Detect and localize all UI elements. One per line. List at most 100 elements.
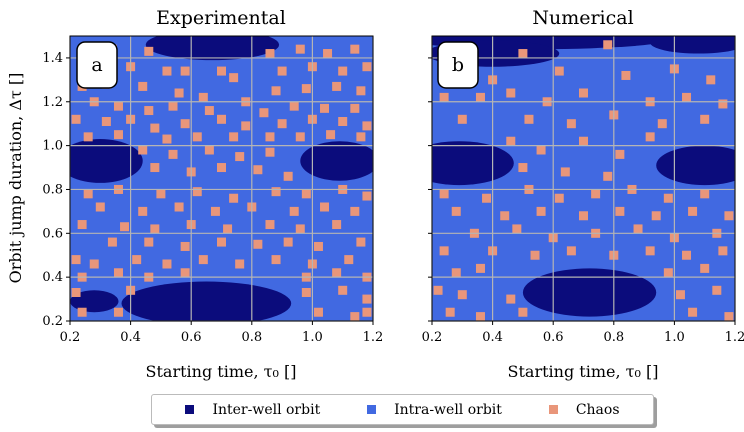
y-tick-label: 1.4 xyxy=(42,51,63,66)
chaos-cell xyxy=(603,171,613,181)
chaos-cell xyxy=(323,49,333,59)
chaos-cell xyxy=(621,70,631,80)
chaos-cell xyxy=(289,101,299,111)
chaos-cell xyxy=(512,224,522,234)
chaos-cell xyxy=(277,66,287,76)
chaos-cell xyxy=(615,149,625,159)
chaos-cell xyxy=(265,220,275,230)
chaos-cell xyxy=(518,49,528,59)
chaos-cell xyxy=(356,132,366,142)
panel-badge-b: b xyxy=(437,41,479,89)
chaos-cell xyxy=(457,114,467,124)
y-tick-label: 0.4 xyxy=(42,270,63,285)
chaos-cell xyxy=(350,44,360,54)
chaos-cell xyxy=(700,189,710,199)
chaos-cell xyxy=(362,62,372,72)
x-tick-label: 0.2 xyxy=(60,330,81,345)
chaos-cell xyxy=(356,86,366,96)
legend-item-inter-well: Inter-well orbit xyxy=(185,402,320,418)
chaos-cell xyxy=(198,92,208,102)
x-tick-label: 0.4 xyxy=(120,330,141,345)
inter-well-region xyxy=(650,36,735,54)
chaos-cell xyxy=(83,189,93,199)
chaos-cell xyxy=(283,171,293,181)
chaos-cell xyxy=(71,114,81,124)
chaos-cell xyxy=(554,193,564,203)
legend-label-inter-well: Inter-well orbit xyxy=(212,401,321,418)
chaos-cell xyxy=(138,206,148,216)
x-axis-label-numerical: Starting time, τ₀ [] xyxy=(508,362,659,381)
chaos-cell xyxy=(210,206,220,216)
legend-item-intra-well: Intra-well orbit xyxy=(367,402,502,418)
chaos-cell xyxy=(83,132,93,142)
chaos-cell xyxy=(277,119,287,129)
chaos-cell xyxy=(295,44,305,54)
chaos-cell xyxy=(475,92,485,102)
chaos-cell xyxy=(506,294,516,304)
chaos-cell xyxy=(301,288,311,297)
chaos-cell xyxy=(688,307,698,317)
chaos-cell xyxy=(332,220,342,230)
chaos-cell xyxy=(706,75,716,85)
chaos-cell xyxy=(138,81,148,91)
chaos-cell xyxy=(180,241,190,251)
chaos-cell xyxy=(688,206,698,216)
chaos-cell xyxy=(591,189,601,199)
chaos-cell xyxy=(566,119,576,129)
chaos-cell xyxy=(295,132,305,142)
chaos-cell xyxy=(301,189,311,199)
legend-swatch-inter-well xyxy=(185,405,195,414)
chaos-cell xyxy=(506,136,516,146)
chaos-cell xyxy=(71,288,81,297)
chaos-cell xyxy=(150,224,160,234)
chaos-cell xyxy=(138,145,148,155)
inter-well-region xyxy=(522,268,657,317)
chaos-cell xyxy=(338,285,348,295)
chaos-cell xyxy=(362,191,372,201)
chaos-cell xyxy=(271,255,281,265)
y-tick-label: 1.2 xyxy=(42,95,63,110)
x-tick-label: 1.2 xyxy=(725,330,744,345)
x-tick-label: 0.2 xyxy=(422,330,443,345)
chaos-cell xyxy=(439,92,449,102)
chaos-cell xyxy=(332,81,342,91)
chaos-cell xyxy=(724,211,734,221)
chaos-cell xyxy=(289,206,299,216)
chaos-cell xyxy=(524,114,534,124)
chaos-cell xyxy=(113,130,123,140)
chaos-cell xyxy=(89,259,99,269)
chaos-cell xyxy=(271,187,281,197)
panel-badge-a-label: a xyxy=(91,54,102,76)
chaos-cell xyxy=(144,46,154,56)
chaos-cell xyxy=(645,132,655,142)
chaos-cell xyxy=(223,224,233,234)
chaos-cell xyxy=(663,193,673,203)
chaos-cell xyxy=(560,167,570,177)
chaos-cell xyxy=(174,202,184,212)
chaos-cell xyxy=(682,92,692,102)
panel-title-numerical: Numerical xyxy=(532,7,633,29)
x-ticks-numerical: 0.2 0.4 0.6 0.8 1.0 1.2 xyxy=(422,321,744,345)
legend: Inter-well orbit Intra-well orbit Chaos xyxy=(151,394,654,425)
chaos-cell xyxy=(633,224,643,234)
chaos-cell xyxy=(229,73,239,83)
chaos-cell xyxy=(675,290,685,300)
chaos-cell xyxy=(168,149,178,159)
chaos-cell xyxy=(506,88,516,98)
x-tick-label: 0.6 xyxy=(181,330,202,345)
chaos-cell xyxy=(271,86,281,96)
axes-frame-numerical xyxy=(431,35,736,322)
chaos-cell xyxy=(77,307,87,317)
inter-well-region xyxy=(656,145,735,186)
chaos-cell xyxy=(475,312,485,321)
chaos-cell xyxy=(95,202,105,212)
chaos-cell xyxy=(162,134,172,144)
x-tick-label: 0.6 xyxy=(543,330,564,345)
chaos-cell xyxy=(113,307,123,317)
chaos-cell xyxy=(439,189,449,199)
chaos-cell xyxy=(198,255,208,265)
chaos-cell xyxy=(101,117,111,126)
chaos-cell xyxy=(150,163,160,173)
y-tick-label: 0.2 xyxy=(42,314,63,329)
